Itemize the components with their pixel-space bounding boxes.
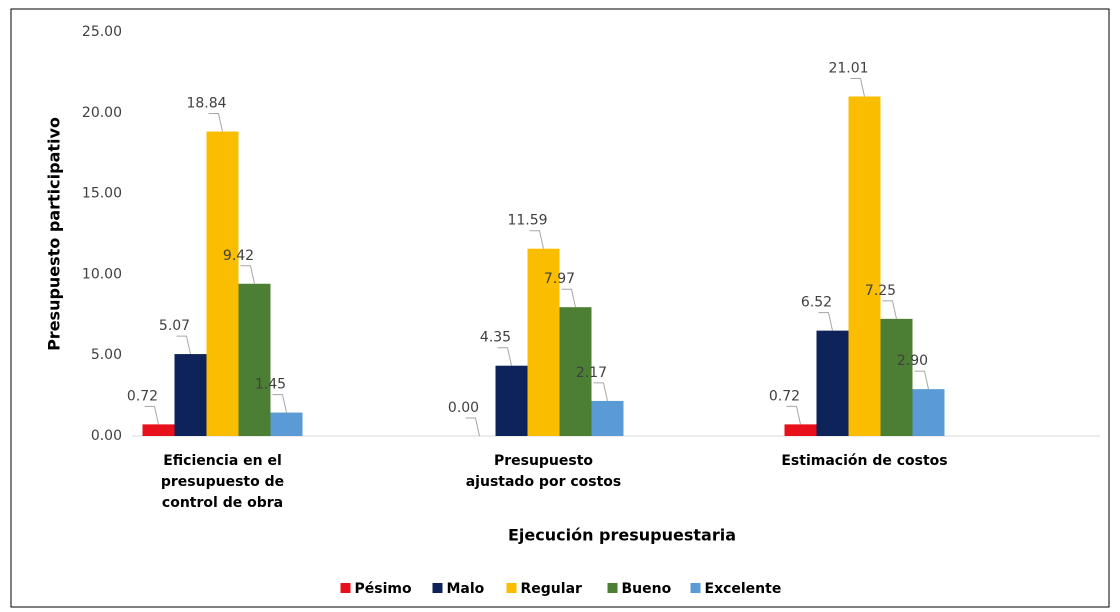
bar [495, 365, 528, 436]
value-label: 18.84 [186, 96, 226, 112]
label-leader [144, 405, 159, 425]
legend-swatch [690, 583, 701, 593]
y-axis-title: Presupuesto participativo [45, 117, 64, 351]
label-leader [208, 113, 223, 132]
value-label: 7.25 [865, 283, 896, 299]
label-leader [914, 370, 929, 390]
label-leader [497, 347, 512, 366]
y-tick-label: 10.00 [82, 266, 122, 282]
bar [206, 131, 239, 436]
legend-swatch [340, 583, 351, 593]
bar [816, 330, 849, 436]
bar [848, 96, 881, 437]
bar [142, 424, 175, 436]
bar [174, 354, 207, 436]
legend-swatch [506, 583, 517, 593]
legend-label: Pésimo [355, 581, 412, 597]
label-leader [786, 405, 801, 425]
value-label: 11.59 [507, 213, 547, 229]
legend-label: Excelente [705, 581, 782, 597]
x-axis-title: Ejecución presupuestaria [508, 526, 736, 545]
bar [238, 283, 271, 436]
y-tick-label: 0.00 [91, 428, 122, 444]
x-tick-label: Presupuesto ajustado por costos [465, 453, 622, 490]
label-leader [593, 382, 608, 402]
bar [784, 424, 817, 436]
legend-label: Regular [521, 581, 583, 597]
label-leader [529, 230, 544, 249]
bar [880, 318, 913, 436]
bar [270, 412, 303, 436]
label-leader [176, 335, 191, 355]
label-leader [240, 265, 255, 284]
chart-frame [10, 8, 1110, 608]
value-label: 1.45 [255, 377, 286, 393]
legend-swatch [432, 583, 443, 593]
legend-label: Malo [447, 581, 485, 597]
value-label: 6.52 [801, 295, 832, 311]
label-leader [561, 288, 576, 308]
value-label: 5.07 [159, 318, 190, 334]
value-label: 9.42 [223, 248, 254, 264]
value-label: 21.01 [828, 60, 868, 76]
y-tick-label: 25.00 [82, 24, 122, 40]
legend-label: Bueno [622, 581, 672, 597]
value-label: 4.35 [480, 330, 511, 346]
y-tick-label: 15.00 [82, 186, 122, 202]
label-leader [818, 312, 833, 331]
value-label: 0.00 [448, 400, 479, 416]
bar [527, 248, 560, 436]
bar [559, 307, 592, 436]
value-label: 2.90 [897, 353, 928, 369]
x-tick-label: Estimación de costos [781, 453, 948, 469]
label-leader [465, 417, 480, 437]
value-label: 0.72 [127, 388, 158, 404]
bar [591, 400, 624, 436]
value-label: 2.17 [576, 365, 607, 381]
value-label: 7.97 [544, 271, 575, 287]
label-leader [272, 394, 287, 413]
y-tick-label: 20.00 [82, 105, 122, 121]
label-leader [882, 300, 897, 319]
value-label: 0.72 [769, 388, 800, 404]
x-tick-label: Eficiencia en el presupuesto de control … [160, 453, 285, 511]
label-leader [850, 77, 865, 97]
bar [912, 389, 945, 436]
legend-swatch [607, 583, 618, 593]
y-tick-label: 5.00 [91, 347, 122, 363]
